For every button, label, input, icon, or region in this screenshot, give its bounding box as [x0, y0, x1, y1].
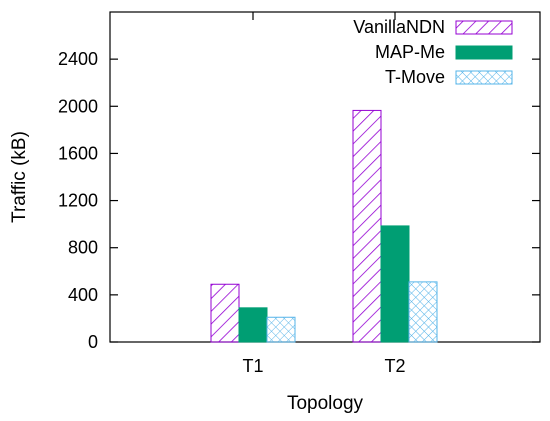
x-tick-label: T2 [384, 356, 405, 376]
y-tick-label: 2000 [58, 96, 98, 116]
x-axis-label: Topology [287, 393, 364, 414]
legend-label: VanillaNDN [353, 17, 445, 37]
bar-map-me-t2 [380, 225, 410, 343]
y-axis: 0 400 800 1200 1600 2000 2400 [58, 49, 540, 352]
plot-frame [109, 11, 541, 343]
y-tick-label: 1600 [58, 143, 98, 163]
x-tick-label: T1 [242, 356, 263, 376]
legend-swatch [455, 20, 513, 35]
bar-vanillandn-t2 [352, 109, 382, 343]
x-axis: T1 T2 [242, 12, 406, 376]
y-tick-label: 2400 [58, 49, 98, 69]
bars [210, 109, 438, 343]
legend-swatch [455, 45, 513, 60]
bar-t-move-t1 [266, 316, 296, 343]
y-tick-label: 1200 [58, 191, 98, 211]
bar-map-me-t1 [238, 307, 268, 343]
legend-label: MAP-Me [375, 42, 445, 62]
bar-t-move-t2 [408, 281, 438, 343]
y-axis-label: Traffic (kB) [9, 131, 30, 223]
y-tick-label: 800 [68, 238, 98, 258]
y-tick-label: 400 [68, 285, 98, 305]
legend-label: T-Move [385, 67, 445, 87]
legend-swatch [455, 70, 513, 85]
bar-vanillandn-t1 [210, 283, 240, 343]
y-tick-label: 0 [88, 332, 98, 352]
legend: VanillaNDN MAP-Me T-Move [353, 17, 513, 87]
